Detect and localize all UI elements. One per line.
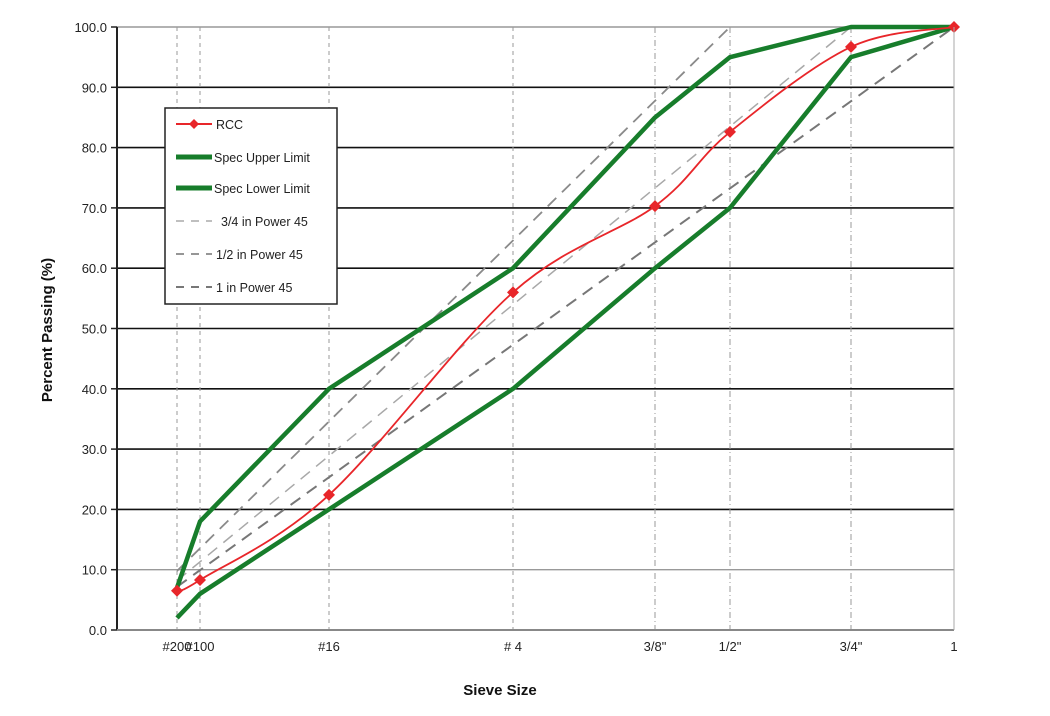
- x-tick-label: #200: [163, 639, 192, 654]
- y-tick-label: 20.0: [82, 502, 107, 517]
- power45-line: [176, 26, 731, 572]
- legend: RCC Spec Upper Limit Spec Lower Limit 3/…: [164, 107, 338, 305]
- y-tick-label: 80.0: [82, 141, 107, 156]
- x-tick-label: 1/2": [719, 639, 742, 654]
- legend-box: [164, 107, 338, 305]
- rcc-marker: [194, 573, 206, 586]
- y-tick-label: 60.0: [82, 261, 107, 276]
- x-tick-label: 1: [950, 639, 957, 654]
- svg-text:1/2 in Power 45: 1/2 in Power 45: [216, 248, 303, 262]
- svg-text:1 in Power 45: 1 in Power 45: [216, 281, 292, 295]
- svg-text:3/4 in Power 45: 3/4 in Power 45: [221, 215, 308, 229]
- rcc-marker: [649, 200, 661, 213]
- y-tick-label: 30.0: [82, 442, 107, 457]
- svg-text:Spec Lower Limit: Spec Lower Limit: [214, 182, 310, 196]
- power-45-lines: [176, 26, 955, 588]
- power45-line: [176, 26, 852, 582]
- rcc-marker: [323, 488, 335, 501]
- legend-item-1-2-power45: 1/2 in Power 45: [176, 248, 303, 262]
- x-tick-label: #16: [318, 639, 340, 654]
- x-tick-label: # 4: [504, 639, 522, 654]
- spec-limit-line: [175, 24, 955, 620]
- y-tick-label: 70.0: [82, 201, 107, 216]
- legend-item-1-power45: 1 in Power 45: [176, 281, 292, 295]
- x-tick-label: #100: [186, 639, 215, 654]
- legend-item-spec-upper: Spec Upper Limit: [176, 151, 310, 165]
- y-tick-label: 100.0: [74, 20, 107, 35]
- svg-text:RCC: RCC: [216, 118, 243, 132]
- rcc-marker: [845, 40, 857, 53]
- y-tick-label: 90.0: [82, 80, 107, 95]
- legend-item-3-4-power45: 3/4 in Power 45: [176, 215, 308, 229]
- rcc-line: [176, 26, 955, 592]
- svg-text:Spec Upper Limit: Spec Upper Limit: [214, 151, 310, 165]
- spec-limit-line: [174, 24, 954, 589]
- y-tick-label: 0.0: [89, 623, 107, 638]
- rcc-marker: [724, 125, 736, 138]
- rcc-marker: [171, 584, 183, 597]
- y-tick-label: 10.0: [82, 563, 107, 578]
- y-axis-title: Percent Passing (%): [39, 258, 56, 402]
- diamond-marker-icon: [189, 119, 199, 129]
- x-axis-title: Sieve Size: [463, 682, 536, 699]
- rcc-marker: [507, 286, 519, 299]
- legend-item-rcc: RCC: [176, 118, 243, 132]
- x-tick-label: 3/4": [840, 639, 863, 654]
- rcc-series: [171, 21, 960, 597]
- spec-limit-lines: [174, 24, 955, 620]
- y-tick-label: 40.0: [82, 382, 107, 397]
- y-axis-ticks: 0.0 10.0 20.0 30.0 40.0 50.0 60.0 70.0 80.0 90.0 1…: [74, 20, 117, 638]
- x-tick-label: 3/8": [644, 639, 667, 654]
- legend-item-spec-lower: Spec Lower Limit: [176, 182, 310, 196]
- x-axis-ticks: #200#100 #16 # 4 3/8" 1/2" 3/4" 1: [163, 639, 958, 654]
- y-tick-label: 50.0: [82, 322, 107, 337]
